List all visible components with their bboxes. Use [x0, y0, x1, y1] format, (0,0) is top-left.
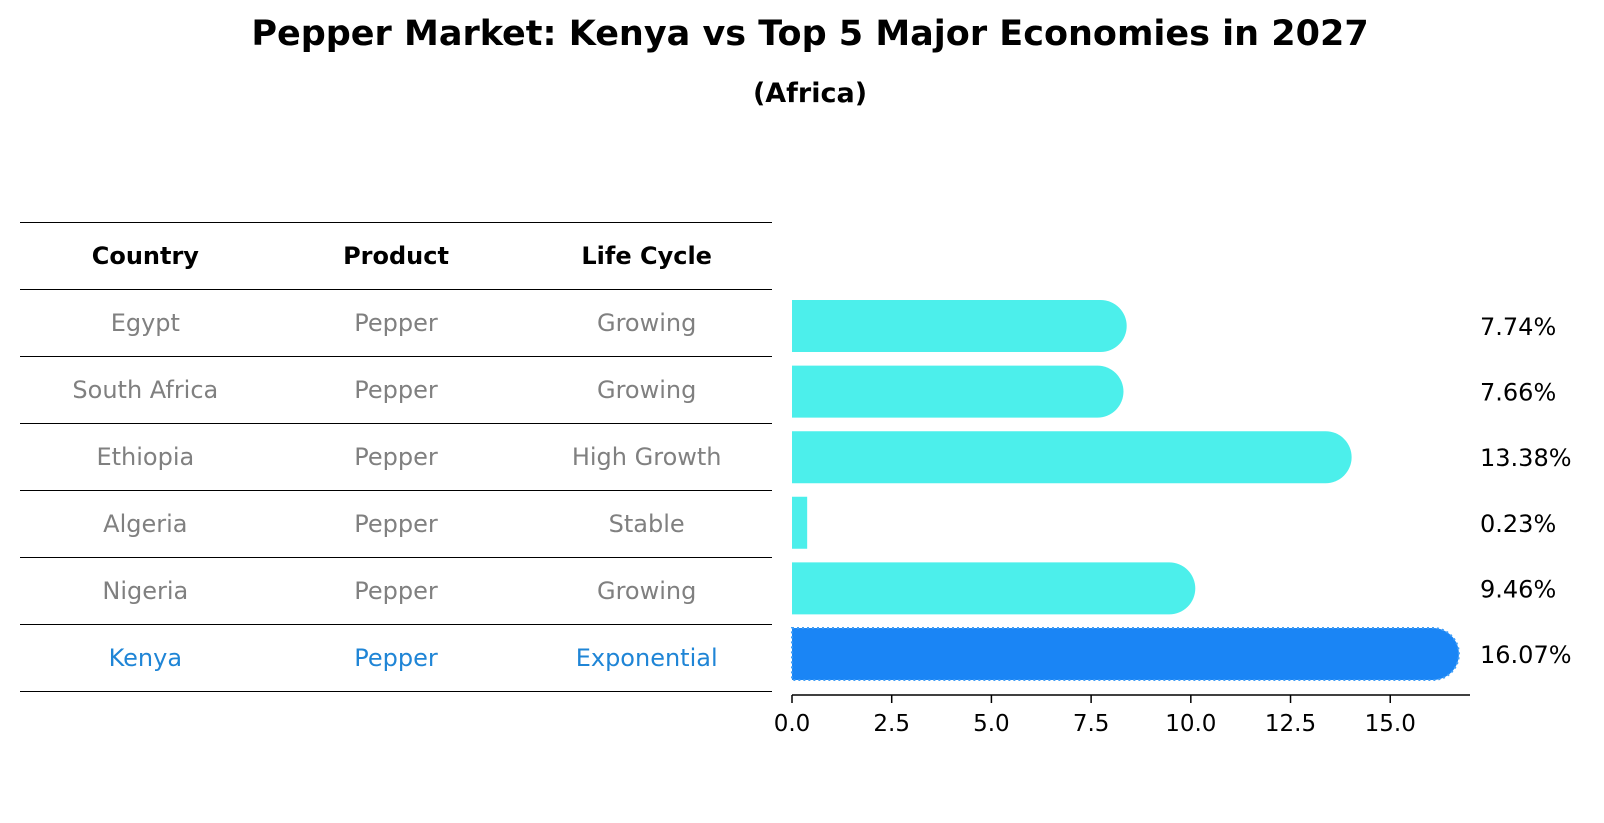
value-label: 0.23% [1480, 510, 1556, 538]
country-cell: South Africa [72, 376, 219, 404]
product-cell: Pepper [354, 644, 438, 672]
table-row: Algeria Pepper Stable [20, 490, 772, 557]
x-tick-label: 0.0 [774, 711, 811, 737]
table-row: Ethiopia Pepper High Growth [20, 423, 772, 490]
country-cell: Algeria [103, 510, 188, 538]
value-label: 7.74% [1480, 313, 1556, 341]
product-cell: Pepper [354, 309, 438, 337]
x-tick-label: 5.0 [973, 711, 1010, 737]
life-cycle-cell: Growing [596, 309, 697, 337]
bar-algeria [792, 496, 808, 549]
life-cycle-cell: Growing [596, 376, 697, 404]
life-cycle-cell: High Growth [571, 443, 722, 471]
bar-kenya [792, 628, 1459, 680]
life-cycle-cell: Stable [608, 510, 685, 538]
table-row: Egypt Pepper Growing [20, 289, 772, 356]
chart-title: Pepper Market: Kenya vs Top 5 Major Econ… [251, 14, 1369, 54]
x-tick-label: 15.0 [1365, 711, 1416, 737]
x-tick-label: 10.0 [1165, 711, 1216, 737]
table-row-highlight: Kenya Pepper Exponential [20, 624, 772, 692]
product-cell: Pepper [354, 510, 438, 538]
bar-egypt [792, 300, 1127, 352]
value-label: 13.38% [1480, 444, 1572, 472]
header-life-cycle: Life Cycle [581, 242, 712, 270]
value-label: 7.66% [1480, 379, 1556, 407]
data-table: Country Product Life Cycle Egypt Pepper … [20, 222, 772, 692]
product-cell: Pepper [354, 577, 438, 605]
bar-south-africa [792, 365, 1124, 418]
product-cell: Pepper [354, 443, 438, 471]
x-tick-label: 12.5 [1265, 711, 1316, 737]
bar-nigeria [792, 562, 1196, 615]
table-header-row: Country Product Life Cycle [20, 222, 772, 289]
country-cell: Kenya [108, 644, 183, 672]
country-cell: Nigeria [102, 577, 189, 605]
product-cell: Pepper [354, 376, 438, 404]
life-cycle-cell: Exponential [575, 644, 718, 672]
country-cell: Egypt [110, 309, 180, 337]
table-row: Nigeria Pepper Growing [20, 557, 772, 624]
country-cell: Ethiopia [96, 443, 195, 471]
value-label: 16.07% [1480, 641, 1572, 669]
value-label: 9.46% [1480, 575, 1556, 603]
header-product: Product [343, 242, 449, 270]
life-cycle-cell: Growing [596, 577, 697, 605]
bar-ethiopia [792, 431, 1352, 484]
x-tick-label: 7.5 [1073, 711, 1110, 737]
chart-subtitle: (Africa) [752, 78, 868, 109]
x-tick-label: 2.5 [873, 711, 910, 737]
table-row: South Africa Pepper Growing [20, 356, 772, 423]
header-country: Country [91, 242, 199, 270]
